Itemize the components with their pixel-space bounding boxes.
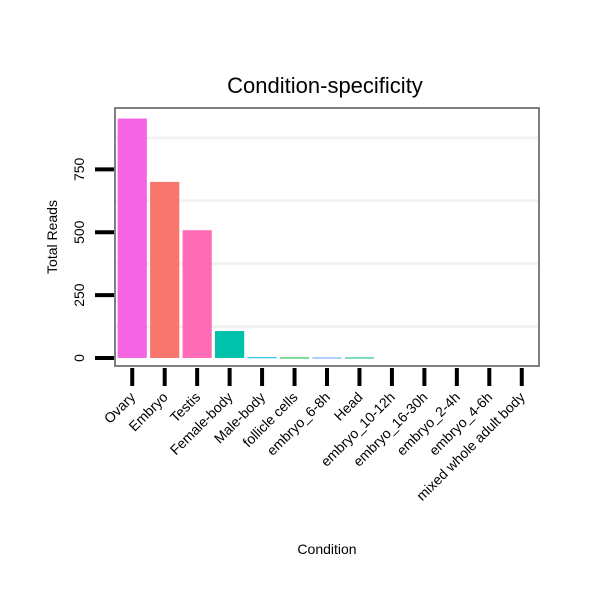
grid-lines [116, 136, 538, 329]
y-tick-label: 0 [71, 354, 87, 362]
y-axis-label: Total Reads [44, 200, 60, 274]
bar [247, 357, 277, 359]
y-axis: 0 250 500 750 [71, 157, 114, 362]
plot-border [114, 107, 540, 367]
bar [117, 118, 147, 358]
bar [150, 181, 180, 358]
bar [182, 230, 212, 358]
chart-title: Condition-specificity [227, 73, 423, 98]
x-axis: OvaryEmbryoTestisFemale-bodyMale-bodyfol… [101, 368, 528, 504]
bars [117, 118, 375, 359]
y-tick-label: 500 [71, 220, 87, 244]
y-tick-label: 250 [71, 283, 87, 307]
bar [312, 357, 342, 359]
x-axis-label: Condition [297, 541, 356, 557]
y-tick-label: 750 [71, 157, 87, 181]
bar [344, 357, 375, 359]
bar [215, 331, 245, 358]
bar [279, 357, 310, 359]
